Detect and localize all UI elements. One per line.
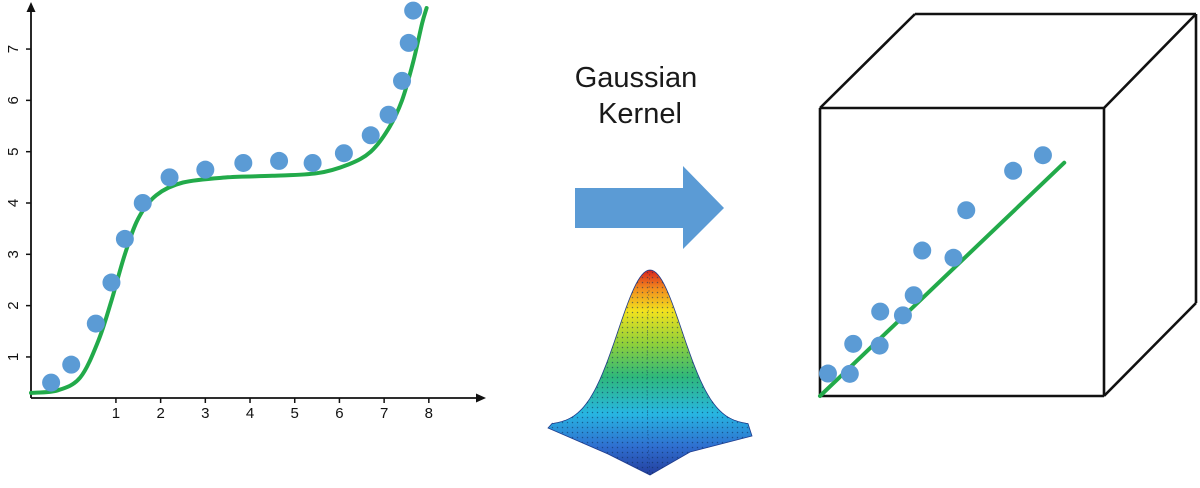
data-point (361, 126, 380, 145)
data-point (86, 314, 105, 333)
data-point (399, 33, 418, 52)
data-point (1004, 161, 1023, 180)
data-point (840, 364, 859, 383)
data-point (196, 160, 215, 179)
x-axis-arrowhead (476, 393, 486, 403)
y-tick-label: 5 (5, 148, 22, 156)
data-point (1033, 146, 1052, 165)
data-point (844, 334, 863, 353)
data-point (913, 241, 932, 260)
kernel-label-line2: Kernel (598, 98, 682, 130)
data-point (102, 273, 121, 292)
data-point (303, 153, 322, 172)
data-point (818, 364, 837, 383)
x-tick-label: 1 (112, 405, 120, 422)
data-point (870, 336, 889, 355)
kernel-label-line1: Gaussian (575, 62, 698, 94)
x-tick-label: 8 (425, 405, 433, 422)
y-tick-label: 4 (5, 199, 22, 207)
data-point (160, 168, 179, 187)
data-point (270, 151, 289, 170)
x-tick-label: 5 (291, 405, 299, 422)
x-tick-label: 3 (201, 405, 209, 422)
right-arrow-icon (575, 166, 724, 249)
data-point (42, 373, 61, 392)
y-tick-label: 7 (5, 45, 22, 53)
x-tick-label: 2 (156, 405, 164, 422)
gaussian-surface-icon (547, 269, 753, 476)
y-tick-label: 3 (5, 250, 22, 258)
data-point (379, 105, 398, 124)
x-tick-label: 4 (246, 405, 254, 422)
data-point (334, 144, 353, 163)
data-point (62, 355, 81, 374)
input-space-plot: 1 2 3 4 5 6 7 8 1 2 3 4 5 6 7 (5, 1, 486, 422)
data-point (115, 229, 134, 248)
data-point (393, 71, 412, 90)
data-point (904, 286, 923, 305)
nonlinear-fit-curve (29, 6, 429, 395)
data-point (871, 302, 890, 321)
data-point (133, 194, 152, 212)
data-point (957, 201, 976, 220)
feature-space-cube (818, 12, 1198, 398)
x-tick-label: 7 (380, 405, 388, 422)
data-point (234, 153, 253, 172)
y-axis-arrowhead (26, 2, 36, 12)
data-point (404, 1, 423, 20)
cube-top-right-edge (1103, 13, 1197, 109)
y-tick-label: 1 (5, 353, 22, 361)
cube-top-left-edge (819, 13, 916, 109)
data-point (944, 248, 963, 267)
cube-bottom-right-edge (1103, 302, 1197, 397)
data-point (893, 306, 912, 325)
y-tick-label: 2 (5, 301, 22, 309)
linear-separator-line (818, 160, 1067, 398)
y-tick-label: 6 (5, 96, 22, 104)
x-tick-label: 6 (335, 405, 343, 422)
